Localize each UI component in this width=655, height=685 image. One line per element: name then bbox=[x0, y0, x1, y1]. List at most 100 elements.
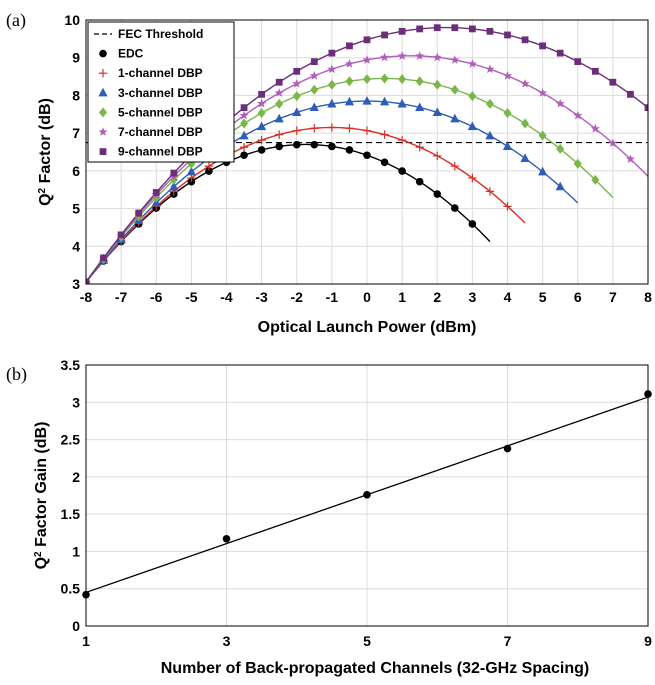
series-2-point bbox=[292, 107, 302, 116]
series-3-point bbox=[327, 79, 336, 90]
series-2-point bbox=[344, 96, 355, 106]
series-0-point bbox=[240, 151, 248, 160]
y-tick-label: 7 bbox=[72, 125, 80, 141]
series-1-point bbox=[345, 124, 354, 133]
series-5-point bbox=[416, 25, 424, 33]
series-5-point bbox=[451, 24, 459, 32]
x-tick-label: 7 bbox=[609, 289, 617, 305]
series-5-point bbox=[258, 90, 266, 98]
y-tick-label: 3 bbox=[72, 276, 80, 292]
series-3-point bbox=[345, 76, 354, 87]
series-5-point bbox=[117, 231, 125, 239]
panel-a-y-label-rest: Factor (dB) bbox=[37, 98, 54, 188]
series-0-point bbox=[275, 142, 283, 151]
panel-b-y-label-base: Q bbox=[33, 557, 50, 569]
series-5-point bbox=[152, 189, 160, 196]
series-4-point bbox=[292, 78, 302, 88]
series-5-point bbox=[644, 104, 648, 112]
series-5-point bbox=[539, 42, 547, 50]
series-3-point bbox=[310, 84, 319, 95]
x-tick-label: 3 bbox=[468, 289, 476, 305]
series-5-point bbox=[398, 27, 406, 35]
series-4-point bbox=[327, 64, 337, 74]
series-1-point bbox=[485, 187, 495, 196]
series-1-point bbox=[257, 135, 266, 145]
y-tick-label: 6 bbox=[72, 163, 80, 179]
legend-label-0: EDC bbox=[118, 47, 144, 61]
series-2-point bbox=[169, 181, 179, 191]
series-5-point bbox=[135, 209, 143, 217]
legend-threshold-label: FEC Threshold bbox=[118, 27, 203, 41]
series-2-point bbox=[186, 166, 196, 176]
series-5-point bbox=[433, 24, 441, 32]
series-3-point bbox=[363, 74, 371, 85]
legend-marker-0 bbox=[99, 49, 107, 58]
series-5-point bbox=[574, 58, 582, 66]
series-4-point bbox=[520, 78, 530, 88]
series-4-point bbox=[257, 98, 267, 108]
y-tick-label: 2.5 bbox=[61, 432, 81, 448]
legend-marker-3 bbox=[99, 107, 107, 118]
panel-a-y-label-base: Q bbox=[37, 193, 54, 205]
series-4-point bbox=[573, 110, 583, 120]
series-2-point bbox=[397, 98, 407, 108]
series-4-point bbox=[344, 59, 354, 68]
series-1-point bbox=[468, 173, 477, 183]
legend-marker-5 bbox=[99, 148, 107, 155]
y-tick-label: 2 bbox=[72, 469, 80, 485]
panel-b-y-label-rest: Factor Gain (dB) bbox=[33, 422, 50, 552]
y-tick-label: 4 bbox=[72, 238, 80, 254]
series-1-point bbox=[274, 130, 284, 139]
x-tick-label: 3 bbox=[223, 633, 231, 649]
x-tick-label: 1 bbox=[398, 289, 406, 305]
x-tick-label: 7 bbox=[504, 633, 512, 649]
series-2-point bbox=[362, 96, 372, 105]
x-tick-label: -5 bbox=[185, 289, 198, 305]
series-5-point bbox=[521, 36, 529, 44]
panel-b-x-axis-label: Number of Back-propagated Channels (32-G… bbox=[161, 660, 590, 677]
series-0-point bbox=[433, 190, 442, 198]
series-2-point bbox=[239, 130, 249, 140]
series-5-point bbox=[310, 58, 318, 66]
y-tick-label: 8 bbox=[72, 87, 80, 103]
series-4-point bbox=[239, 110, 249, 120]
series-0-point bbox=[328, 142, 336, 151]
series-4-point bbox=[485, 64, 495, 74]
legend-label-3: 5-channel DBP bbox=[118, 105, 203, 119]
series-0-point bbox=[292, 140, 301, 149]
series-1-point bbox=[433, 151, 442, 161]
y-tick-label: 0 bbox=[72, 618, 80, 634]
x-tick-label: -6 bbox=[150, 289, 163, 305]
series-2-point bbox=[485, 130, 495, 140]
series-3-point bbox=[275, 98, 284, 109]
x-tick-label: -7 bbox=[115, 289, 128, 305]
series-1-point bbox=[292, 126, 301, 135]
data-point bbox=[222, 534, 231, 543]
series-3-point bbox=[485, 98, 494, 109]
legend-label-1: 1-channel DBP bbox=[118, 66, 203, 80]
y-tick-label: 1 bbox=[72, 543, 80, 559]
panel-a-x-axis-label: Optical Launch Power (dBm) bbox=[258, 319, 477, 336]
series-3-point bbox=[398, 74, 407, 85]
series-5-point bbox=[486, 27, 494, 35]
x-tick-label: 4 bbox=[504, 289, 512, 305]
legend-marker-4 bbox=[98, 127, 108, 136]
x-tick-label: 5 bbox=[539, 289, 547, 305]
series-0-point bbox=[205, 167, 213, 175]
panel-b-tick-labels: 1 3 5 7 9 0 0.5 1 1.5 2 2.5 3 3.5 bbox=[61, 357, 653, 649]
series-5-point bbox=[328, 49, 336, 57]
series-3-point bbox=[538, 130, 547, 141]
panel-b-y-label-sup: 2 bbox=[33, 551, 44, 557]
series-4-point bbox=[432, 52, 442, 62]
legend-label-5: 9-channel DBP bbox=[118, 145, 203, 159]
series-4-point bbox=[397, 51, 407, 60]
legend-label-4: 7-channel DBP bbox=[118, 125, 203, 139]
series-5-point bbox=[86, 278, 90, 284]
data-point bbox=[363, 490, 371, 499]
series-2-point bbox=[379, 96, 390, 106]
series-2-point bbox=[520, 153, 530, 162]
y-tick-label: 3 bbox=[72, 394, 80, 410]
series-3-point bbox=[503, 107, 512, 118]
series-5-point bbox=[609, 78, 617, 86]
